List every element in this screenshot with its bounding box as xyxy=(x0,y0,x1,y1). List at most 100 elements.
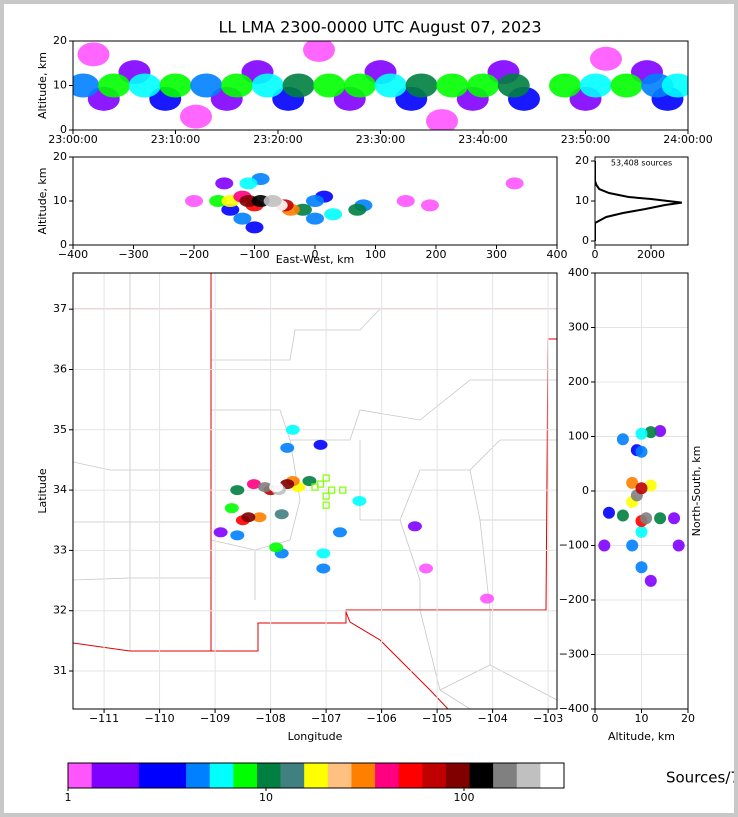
density-cell xyxy=(306,195,324,207)
density-cell xyxy=(252,512,267,523)
colorbar-swatch xyxy=(256,763,281,788)
y-tick-label: −200 xyxy=(559,593,589,606)
county-line xyxy=(73,577,211,581)
density-cell xyxy=(221,203,240,216)
density-cell xyxy=(616,509,629,522)
x-tick-label: −200 xyxy=(179,248,209,261)
x-tick-label: 200 xyxy=(426,248,447,261)
county-line xyxy=(210,539,256,551)
density-cell xyxy=(344,73,376,98)
density-cell xyxy=(436,73,469,98)
density-cell xyxy=(180,104,212,129)
density-cell xyxy=(616,433,629,446)
density-cell xyxy=(672,539,685,552)
colorbar-tick-label: 1 xyxy=(65,791,72,804)
x-tick-label: 0 xyxy=(592,248,599,261)
x-tick-label: 0 xyxy=(312,248,319,261)
density-cell xyxy=(263,195,282,207)
x-tick-label: −110 xyxy=(144,712,174,725)
colorbar-swatch xyxy=(68,763,92,788)
chart: LL LMA 2300-0000 UTC August 07, 2023 Sou… xyxy=(36,18,734,805)
county-line xyxy=(73,461,211,471)
density-cell xyxy=(282,73,315,98)
density-cell xyxy=(274,509,289,520)
density-cell xyxy=(419,563,434,574)
plot-area xyxy=(73,273,557,709)
density-cell xyxy=(306,212,324,225)
density-cell xyxy=(230,530,245,541)
density-cell xyxy=(224,503,239,514)
y-tick-label: 31 xyxy=(53,664,67,677)
y-tick-label: 35 xyxy=(53,423,67,436)
x-tick-label: 23:40:00 xyxy=(458,133,507,146)
axes-frame xyxy=(594,156,689,246)
y-axis-label: Altitude, km xyxy=(36,167,49,234)
y-tick-label: 0 xyxy=(60,238,67,251)
density-cell xyxy=(213,527,228,538)
density-cell xyxy=(480,593,495,604)
colorbar-swatch xyxy=(209,763,234,788)
colorbar-swatch xyxy=(327,763,352,788)
density-cell xyxy=(654,425,667,438)
density-cell xyxy=(190,73,223,98)
x-tick-label: −105 xyxy=(422,712,452,725)
axes-frame xyxy=(72,272,558,710)
colorbar-swatch xyxy=(398,763,423,788)
density-cell xyxy=(635,427,648,440)
density-cell xyxy=(374,73,407,98)
x-tick-label: −108 xyxy=(255,712,285,725)
density-cell xyxy=(505,177,524,190)
density-cell xyxy=(626,539,639,552)
plot-area xyxy=(185,173,524,234)
density-cell xyxy=(467,73,499,98)
x-tick-label: 23:20:00 xyxy=(253,133,302,146)
density-cell xyxy=(77,42,110,67)
density-cell xyxy=(590,46,622,71)
x-tick-label: 400 xyxy=(547,248,568,261)
y-tick-label: −300 xyxy=(559,648,589,661)
density-cell xyxy=(549,73,581,98)
density-cell xyxy=(324,208,343,221)
y-tick-label: 32 xyxy=(53,604,67,617)
y-tick-label: 20 xyxy=(53,150,67,163)
density-cell xyxy=(159,73,192,98)
annotation: 53,408 sources xyxy=(611,159,672,168)
colorbar-swatch xyxy=(304,763,329,788)
x-tick-label: −300 xyxy=(118,248,148,261)
density-cell xyxy=(348,203,367,216)
y-tick-label: 33 xyxy=(53,543,67,556)
density-cell xyxy=(598,539,611,552)
density-cell xyxy=(313,73,346,98)
colorbar-swatch xyxy=(516,763,541,788)
colorbar-swatch xyxy=(375,763,399,788)
y-tick-label: 10 xyxy=(53,194,67,207)
station xyxy=(339,486,347,494)
y-tick-label: 400 xyxy=(568,266,589,279)
colorbar-swatch xyxy=(115,763,140,788)
x-axis-label: Altitude, km xyxy=(608,730,675,743)
density-cell xyxy=(269,482,284,493)
x-tick-label: 23:50:00 xyxy=(561,133,610,146)
station xyxy=(322,474,330,482)
density-cell xyxy=(405,73,438,98)
density-cell xyxy=(426,109,458,130)
density-cell xyxy=(251,73,284,98)
density-cell xyxy=(230,485,245,496)
density-cell xyxy=(579,73,612,98)
x-tick-label: −400 xyxy=(58,248,88,261)
density-cell xyxy=(635,482,648,495)
density-cell xyxy=(98,73,130,98)
colorbar-swatch xyxy=(469,763,494,788)
density-cell xyxy=(497,73,530,98)
y-tick-label: 37 xyxy=(53,302,67,315)
x-tick-label: −103 xyxy=(533,712,563,725)
density-cell xyxy=(661,73,688,98)
x-axis-label: East-West, km xyxy=(276,253,354,266)
y-tick-label: 0 xyxy=(582,234,589,247)
x-axis-label: Longitude xyxy=(288,730,343,743)
x-tick-label: 0 xyxy=(592,712,599,725)
x-tick-label: 10 xyxy=(635,712,649,725)
y-tick-label: 20 xyxy=(53,34,67,47)
density-cell xyxy=(396,195,415,207)
density-cell xyxy=(654,512,667,525)
